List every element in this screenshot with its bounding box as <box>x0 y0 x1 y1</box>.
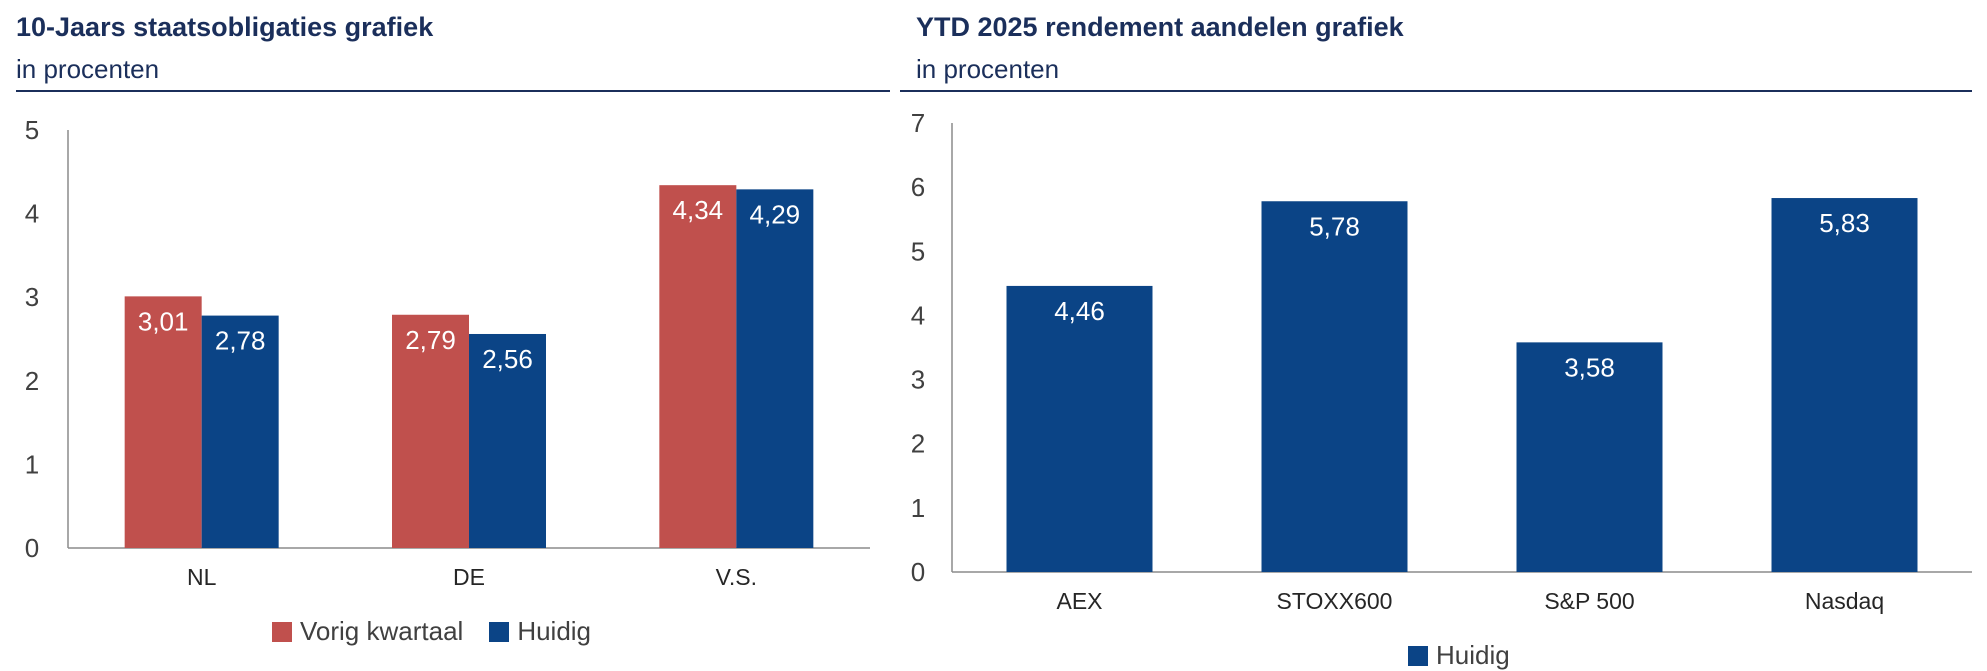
bond-yields-chart-panel: 10-Jaars staatsobligaties grafiek in pro… <box>0 0 890 670</box>
y-tick-label: 0 <box>911 557 925 587</box>
x-tick-label-de: DE <box>453 564 485 590</box>
bar-huidig-aex <box>1006 285 1153 572</box>
data-label-huidig-s-p-500: 3,58 <box>1564 352 1615 382</box>
data-label-vorig-kwartaal-de: 2,79 <box>405 325 456 355</box>
legend-item-huidig: Huidig <box>489 616 591 647</box>
legend-label-huidig: Huidig <box>517 616 592 646</box>
bar-huidig-nasdaq <box>1771 198 1918 572</box>
bar-vorig-kwartaal-v-s <box>659 185 737 548</box>
chart-title: 10-Jaars staatsobligaties grafiek <box>16 12 434 42</box>
legend-swatch-vorig-kwartaal <box>272 621 292 642</box>
chart-title: YTD 2025 rendement aandelen grafiek <box>916 12 1404 42</box>
y-tick-label: 5 <box>911 236 925 266</box>
y-tick-label: 1 <box>911 493 925 523</box>
bond-yields-chart: 0 1 2 3 4 5 3,01 2,78 NL 2,79 2,56 DE 4,34 4,29 V.S. <box>25 115 870 590</box>
legend-swatch-huidig <box>489 621 510 642</box>
x-tick-label-v-s: V.S. <box>716 564 757 590</box>
bar-huidig-stoxx600 <box>1261 201 1408 573</box>
y-tick-label: 3 <box>25 282 39 312</box>
data-label-huidig-stoxx600: 5,78 <box>1309 211 1360 241</box>
bar-vorig-kwartaal-nl <box>124 296 202 548</box>
data-label-huidig-nasdaq: 5,83 <box>1819 208 1870 238</box>
legend-label-vorig-kwartaal: Vorig kwartaal <box>300 616 464 646</box>
x-tick-label-s-p-500: S&P 500 <box>1544 588 1634 614</box>
bar-huidig-s-p-500 <box>1516 342 1663 572</box>
y-tick-label: 3 <box>911 365 925 395</box>
bar-huidig-v-s <box>736 189 814 548</box>
legend-item-vorig-kwartaal: Vorig kwartaal <box>272 616 463 647</box>
bar-vorig-kwartaal-de <box>392 314 469 548</box>
y-tick-label: 0 <box>25 533 39 563</box>
y-tick-label: 7 <box>911 108 925 138</box>
x-tick-label-nasdaq: Nasdaq <box>1805 588 1884 614</box>
bar-huidig-de <box>469 333 546 548</box>
legend-swatch-huidig <box>1408 645 1428 666</box>
chart-legend: Vorig kwartaal Huidig <box>272 616 591 647</box>
data-label-huidig-nl: 2,78 <box>215 326 266 356</box>
data-label-vorig-kwartaal-v-s: 4,34 <box>673 195 724 225</box>
chart-legend: Huidig <box>1408 640 1510 671</box>
x-tick-label-nl: NL <box>187 564 217 590</box>
data-label-huidig-v-s: 4,29 <box>750 199 801 229</box>
y-tick-label: 2 <box>25 366 39 396</box>
equity-returns-chart-panel: YTD 2025 rendement aandelen grafiek in p… <box>900 0 1987 670</box>
bar-huidig-nl <box>201 315 279 548</box>
y-tick-label: 4 <box>25 199 39 229</box>
y-tick-label: 5 <box>25 115 39 145</box>
y-tick-label: 2 <box>911 429 925 459</box>
x-tick-label-stoxx600: STOXX600 <box>1277 588 1393 614</box>
legend-item-huidig: Huidig <box>1408 640 1510 671</box>
title-rule <box>900 90 1972 92</box>
equity-returns-chart: 0 1 2 3 4 5 6 7 4,46 AEX 5,78 STOXX600 3,58 S&P 500 5,… <box>911 108 1972 614</box>
chart-subtitle: in procenten <box>916 54 1060 84</box>
y-tick-label: 6 <box>911 172 925 202</box>
y-tick-label: 1 <box>25 449 39 479</box>
title-rule <box>16 90 890 92</box>
data-label-huidig-de: 2,56 <box>482 344 533 374</box>
legend-label-huidig: Huidig <box>1436 640 1510 670</box>
y-tick-label: 4 <box>911 300 925 330</box>
data-label-vorig-kwartaal-nl: 3,01 <box>138 306 189 336</box>
chart-subtitle: in procenten <box>16 54 160 84</box>
data-label-huidig-aex: 4,46 <box>1054 296 1105 326</box>
x-tick-label-aex: AEX <box>1056 588 1102 614</box>
